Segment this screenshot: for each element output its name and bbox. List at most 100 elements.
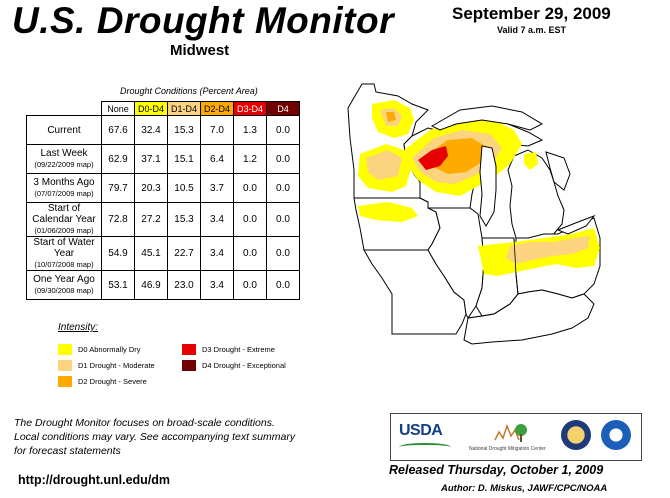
table-cell: 6.4	[200, 144, 234, 174]
row-label-date: (09/22/2009 map)	[34, 160, 94, 169]
legend-item-d0: D0 Abnormally Dry	[58, 344, 141, 355]
release-date: Released Thursday, October 1, 2009	[389, 463, 604, 477]
table-cell: 46.9	[134, 270, 168, 300]
table-cell: 3.7	[200, 173, 234, 203]
row-label: Start of Water Year (10/07/2008 map)	[26, 236, 102, 271]
footnote-line: The Drought Monitor focuses on broad-sca…	[14, 417, 275, 429]
table-caption: Drought Conditions (Percent Area)	[120, 86, 258, 96]
row-label-date: (10/07/2008 map)	[34, 260, 94, 269]
author-credit: Author: D. Miskus, JAWF/CPC/NOAA	[441, 483, 608, 494]
table-cell: 53.1	[101, 270, 135, 300]
col-header: D4	[266, 101, 300, 116]
col-header: D3-D4	[233, 101, 267, 116]
table-cell: 79.7	[101, 173, 135, 203]
drought-d0-area	[524, 152, 538, 170]
legend-swatch	[182, 344, 196, 355]
row-label-text: Current	[47, 124, 81, 136]
legend-label: D2 Drought - Severe	[78, 377, 147, 386]
table-cell: 62.9	[101, 144, 135, 174]
legend-label: D0 Abnormally Dry	[78, 345, 141, 354]
state-illinois	[427, 207, 485, 319]
row-label-date: (07/07/2009 map)	[34, 189, 94, 198]
table-cell: 23.0	[167, 270, 201, 300]
row-label: Current	[26, 115, 102, 145]
region-label: Midwest	[170, 42, 230, 59]
drought-d1-area	[366, 150, 402, 180]
drought-d1-area	[506, 236, 590, 264]
table-cell: 0.0	[266, 236, 300, 271]
table-body: Current 67.6 32.4 15.3 7.0 1.3 0.0 Last Week (09…	[26, 115, 300, 300]
row-label-date: (09/30/2008 map)	[34, 286, 94, 295]
table-cell: 0.0	[266, 270, 300, 300]
table-cell: 3.4	[200, 270, 234, 300]
ndmc-logo-text: National Drought Mitigation Center	[469, 446, 546, 452]
col-header: D1-D4	[167, 101, 201, 116]
usda-logo: USDA	[399, 422, 443, 439]
legend-swatch	[58, 344, 72, 355]
legend-title: Intensity:	[58, 322, 99, 333]
drought-d2-area	[386, 112, 396, 122]
table-cell: 20.3	[134, 173, 168, 203]
table-row: Current 67.6 32.4 15.3 7.0 1.3 0.0	[26, 115, 300, 145]
table-cell: 15.1	[167, 144, 201, 174]
table-cell: 0.0	[233, 202, 267, 237]
table-cell: 0.0	[266, 144, 300, 174]
table-cell: 22.7	[167, 236, 201, 271]
table-cell: 0.0	[233, 173, 267, 203]
agency-logos: USDA National Drought Mitigation Center	[390, 413, 642, 461]
usda-wave-icon	[399, 443, 451, 451]
legend-item-d2: D2 Drought - Severe	[58, 376, 147, 387]
table-cell: 15.3	[167, 202, 201, 237]
table-cell: 10.5	[167, 173, 201, 203]
website-url[interactable]: http://drought.unl.edu/dm	[18, 473, 171, 487]
table-cell: 7.0	[200, 115, 234, 145]
table-cell: 0.0	[233, 270, 267, 300]
row-label-text: Start of Calendar Year	[32, 203, 96, 225]
great-lakes	[430, 105, 596, 235]
col-header: D2-D4	[200, 101, 234, 116]
header-blank	[27, 102, 102, 116]
table-row: Start of Calendar Year (01/06/2009 map) 72…	[26, 202, 300, 237]
footnote: The Drought Monitor focuses on broad-sca…	[14, 416, 295, 458]
table-cell: 27.2	[134, 202, 168, 237]
legend-item-d1: D1 Drought - Moderate	[58, 360, 155, 371]
footnote-line: Local conditions may vary. See accompany…	[14, 431, 296, 443]
legend-swatch	[182, 360, 196, 371]
map-title: U.S. Drought Monitor	[12, 0, 394, 41]
state-borders	[354, 197, 528, 319]
table-row: One Year Ago (09/30/2008 map) 53.1 46.9 23.0…	[26, 270, 300, 300]
table-row: Start of Water Year (10/07/2008 map) 54.9 4…	[26, 236, 300, 271]
drought-stats-table: None D0-D4 D1-D4 D2-D4 D3-D4 D4 Current 6…	[26, 101, 300, 300]
usdoc-seal-icon	[561, 420, 591, 450]
table-cell: 0.0	[266, 115, 300, 145]
valid-time: Valid 7 a.m. EST	[497, 25, 567, 35]
legend-label: D3 Drought - Extreme	[202, 345, 275, 354]
lake-huron	[545, 151, 571, 191]
drought-map	[347, 83, 601, 345]
lake-michigan	[479, 145, 497, 227]
table-cell: 72.8	[101, 202, 135, 237]
col-header: None	[101, 101, 135, 116]
row-label: 3 Months Ago (07/07/2009 map)	[26, 173, 102, 203]
table-cell: 45.1	[134, 236, 168, 271]
row-label-text: 3 Months Ago	[33, 177, 95, 188]
table-cell: 1.3	[233, 115, 267, 145]
table-cell: 0.0	[233, 236, 267, 271]
footnote-line: for forecast statements	[14, 445, 121, 457]
row-label: One Year Ago (09/30/2008 map)	[26, 270, 102, 300]
ndmc-tree-icon	[494, 423, 527, 442]
table-cell: 3.4	[200, 236, 234, 271]
row-label: Last Week (09/22/2009 map)	[26, 144, 102, 174]
table-cell: 0.0	[266, 202, 300, 237]
drought-d3-area	[418, 146, 448, 170]
table-cell: 15.3	[167, 115, 201, 145]
legend-item-d4: D4 Drought - Exceptional	[182, 360, 286, 371]
lake-erie	[556, 214, 596, 235]
col-header: D0-D4	[134, 101, 168, 116]
drought-d0-area	[358, 202, 418, 222]
row-label-text: Last Week	[40, 148, 88, 159]
table-row: Last Week (09/22/2009 map) 62.9 37.1 15.1 6.4…	[26, 144, 300, 174]
legend-label: D1 Drought - Moderate	[78, 361, 155, 370]
table-header-row: None D0-D4 D1-D4 D2-D4 D3-D4 D4	[27, 101, 300, 116]
table-cell: 37.1	[134, 144, 168, 174]
